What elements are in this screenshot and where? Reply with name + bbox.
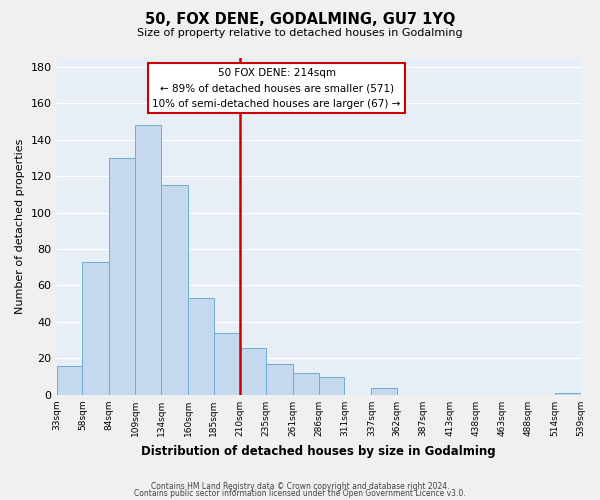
Text: 50 FOX DENE: 214sqm
← 89% of detached houses are smaller (571)
10% of semi-detac: 50 FOX DENE: 214sqm ← 89% of detached ho… (152, 68, 401, 109)
Bar (319, 376, 344, 395)
Bar (293, 373, 319, 395)
Text: Size of property relative to detached houses in Godalming: Size of property relative to detached ho… (137, 28, 463, 38)
Bar (240, 348, 266, 395)
X-axis label: Distribution of detached houses by size in Godalming: Distribution of detached houses by size … (141, 444, 496, 458)
Bar (135, 125, 161, 395)
Bar (188, 298, 214, 395)
Bar (371, 388, 397, 395)
Bar (82, 262, 109, 395)
Bar (214, 333, 240, 395)
Bar (554, 393, 581, 395)
Text: Contains HM Land Registry data © Crown copyright and database right 2024.: Contains HM Land Registry data © Crown c… (151, 482, 449, 491)
Text: 50, FOX DENE, GODALMING, GU7 1YQ: 50, FOX DENE, GODALMING, GU7 1YQ (145, 12, 455, 28)
Text: Contains public sector information licensed under the Open Government Licence v3: Contains public sector information licen… (134, 489, 466, 498)
Bar (109, 158, 135, 395)
Bar (56, 366, 82, 395)
Bar (161, 185, 188, 395)
Y-axis label: Number of detached properties: Number of detached properties (15, 138, 25, 314)
Bar (266, 364, 293, 395)
